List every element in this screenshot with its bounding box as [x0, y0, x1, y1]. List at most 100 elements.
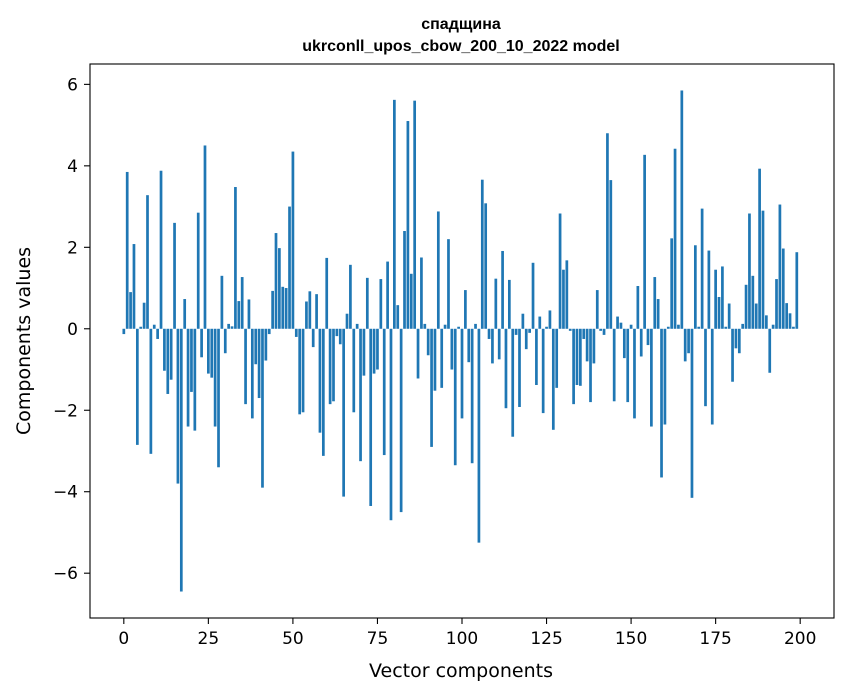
x-tick-label: 50 [282, 629, 304, 649]
y-tick-label: 6 [67, 75, 78, 95]
bar [247, 299, 251, 329]
bar [650, 328, 653, 427]
bar [741, 323, 745, 329]
bar [477, 328, 481, 543]
bar [149, 328, 153, 454]
bar [562, 269, 565, 329]
bar [622, 328, 626, 359]
bar [349, 264, 352, 329]
bar [332, 328, 335, 402]
bar [673, 148, 677, 329]
bar [737, 328, 741, 354]
bar [778, 204, 782, 329]
bar [274, 233, 278, 329]
bar [135, 328, 139, 445]
bar [484, 203, 488, 329]
bar [467, 328, 471, 363]
bar [237, 301, 241, 329]
bar [646, 328, 650, 346]
bar [342, 328, 345, 497]
bar [223, 328, 227, 354]
bar [271, 290, 274, 329]
bar [572, 328, 575, 405]
bar [748, 213, 751, 329]
bar [430, 328, 433, 447]
bar [213, 328, 217, 427]
bar [528, 328, 531, 333]
bar [693, 245, 697, 329]
y-axis-ticks: −6 −4 −2 0 2 4 6 [53, 75, 90, 584]
x-tick-label: 200 [784, 629, 816, 649]
bar [687, 328, 690, 354]
bar [792, 326, 795, 329]
bar [159, 170, 163, 329]
bar [565, 260, 569, 329]
bar [207, 328, 210, 374]
bar [389, 328, 393, 521]
bar [328, 328, 332, 405]
bar [311, 328, 315, 348]
bar [379, 279, 383, 329]
bar [200, 328, 203, 358]
bar [511, 328, 515, 437]
bar [724, 326, 728, 329]
bar [636, 286, 640, 329]
bar [619, 322, 623, 329]
bar [166, 328, 170, 394]
bar [169, 328, 173, 380]
bar [460, 328, 464, 419]
bar [403, 231, 406, 329]
bar [629, 324, 633, 329]
bar [677, 324, 680, 329]
x-tick-label: 25 [198, 629, 220, 649]
bar [393, 99, 396, 329]
bar [440, 328, 444, 388]
bar [196, 212, 200, 329]
bar [470, 328, 474, 464]
bar [203, 145, 207, 329]
bar [443, 324, 447, 329]
bar [396, 305, 400, 329]
bar [365, 277, 369, 329]
bar [433, 328, 437, 391]
bar [497, 328, 501, 360]
bar [325, 257, 329, 329]
bar [318, 328, 322, 433]
x-tick-label: 175 [699, 629, 731, 649]
bar [795, 252, 799, 329]
bar [558, 213, 562, 329]
bar [727, 303, 731, 329]
bar [294, 328, 298, 337]
bar [633, 328, 636, 419]
bar [426, 328, 430, 356]
bar [606, 133, 609, 329]
bar [244, 328, 247, 405]
bar [670, 238, 674, 329]
bar [545, 326, 548, 329]
bar [335, 328, 339, 337]
bar [305, 301, 308, 329]
bar [122, 328, 126, 335]
bar [129, 292, 132, 329]
bar [453, 328, 457, 466]
bar [582, 328, 586, 339]
x-tick-label: 100 [446, 629, 478, 649]
bar [284, 288, 288, 329]
bar [704, 328, 707, 407]
bar [179, 328, 183, 592]
bar [359, 328, 362, 462]
bar [788, 313, 792, 329]
bar [514, 328, 518, 335]
bar [592, 328, 596, 364]
bar [771, 324, 775, 329]
bar [680, 90, 684, 329]
bar [524, 328, 528, 350]
bar [250, 328, 254, 419]
bar [480, 179, 484, 329]
bar [781, 248, 785, 329]
y-tick-label: 2 [67, 238, 78, 258]
bar [717, 297, 721, 329]
bar [267, 328, 271, 335]
bar [152, 324, 156, 329]
bar [731, 328, 734, 382]
